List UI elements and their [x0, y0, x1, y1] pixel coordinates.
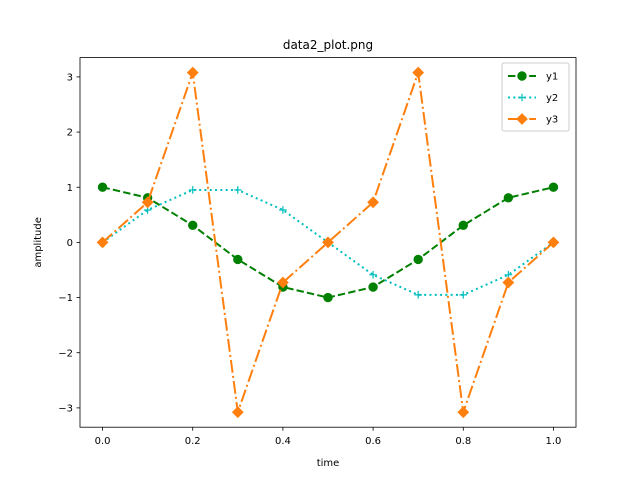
data-point-y1: [97, 182, 108, 192]
y-tick-label: −3: [58, 403, 73, 414]
legend-label: y3: [546, 115, 558, 126]
data-point-y3: [322, 236, 334, 249]
legend-entry-y3: y3: [508, 113, 558, 126]
legend-marker: [516, 113, 528, 125]
data-point-y1: [368, 282, 378, 292]
data-point-y3: [141, 196, 154, 209]
data-point-y1: [323, 292, 333, 303]
x-tick-label: 0.8: [455, 436, 471, 447]
data-point-y3: [457, 406, 470, 419]
legend-label: y1: [546, 72, 558, 83]
x-axis-ticks: 0.0 0.2 0.4 0.6 0.8 1.0: [95, 427, 562, 447]
y-tick-label: 1: [67, 183, 73, 194]
x-tick-label: 0.6: [365, 436, 381, 447]
data-point-y2: [188, 186, 197, 194]
data-point-y2: [459, 291, 468, 299]
y-tick-label: −1: [58, 293, 73, 304]
data-point-y1: [233, 254, 243, 265]
y-tick-label: 3: [67, 73, 73, 84]
series-layer: [96, 66, 560, 419]
data-point-y1: [548, 182, 559, 192]
data-point-y1: [413, 254, 423, 265]
y-axis-label: amplitude: [33, 217, 44, 268]
data-point-y2: [279, 206, 287, 214]
x-tick-label: 0.2: [185, 436, 201, 447]
legend-entry-y1: y1: [508, 71, 558, 83]
data-point-y1: [188, 220, 198, 231]
y-tick-label: −2: [58, 348, 73, 359]
chart-title: data2_plot.png: [283, 38, 373, 52]
data-point-y1: [458, 220, 468, 231]
data-point-y2: [234, 186, 242, 194]
data-point-y2: [369, 271, 377, 279]
legend-entry-y2: y2: [508, 93, 558, 104]
legend-marker: [517, 71, 527, 81]
data-point-y2: [414, 291, 422, 299]
y-tick-label: 0: [67, 238, 73, 249]
data-point-y3: [367, 196, 379, 209]
y-tick-label: 2: [67, 128, 73, 139]
data-point-y3: [231, 406, 244, 419]
series-y3: [96, 66, 560, 419]
y-axis-ticks: −3 −2 −1 0 1 2 3: [58, 73, 80, 414]
legend: y1 y2 y3: [501, 62, 570, 132]
x-tick-label: 0.0: [95, 436, 111, 447]
data-point-y3: [186, 66, 199, 79]
data-point-y3: [502, 276, 515, 289]
data-point-y3: [547, 236, 560, 249]
x-axis-label: time: [317, 458, 340, 469]
x-tick-label: 0.4: [275, 436, 291, 447]
data-point-y3: [412, 66, 425, 79]
legend-marker: [518, 93, 526, 102]
data-point-y3: [277, 276, 289, 289]
data-point-y3: [96, 236, 109, 249]
data-point-y1: [503, 193, 514, 203]
legend-label: y2: [546, 93, 558, 104]
x-tick-label: 1.0: [546, 436, 562, 447]
